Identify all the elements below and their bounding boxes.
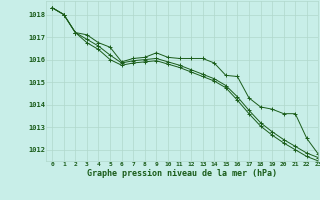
X-axis label: Graphe pression niveau de la mer (hPa): Graphe pression niveau de la mer (hPa) xyxy=(87,169,277,178)
